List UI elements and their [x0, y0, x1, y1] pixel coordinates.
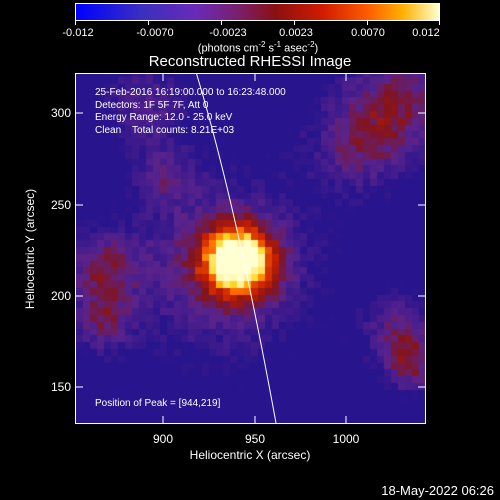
x-axis-label: Heliocentric X (arcsec): [189, 448, 311, 462]
time-range-label: 25-Feb-2016 16:19:00.000 to 16:23:48.000: [95, 87, 286, 98]
solar-limb-line: [196, 74, 277, 423]
limb-overlay: [196, 74, 277, 423]
y-tick-label: 200: [50, 289, 71, 303]
colorbar-label: 0.0070: [351, 27, 385, 39]
colorbar-label: -0.0023: [209, 27, 247, 39]
clean-counts-label: Clean Total counts: 8.21E+03: [95, 125, 235, 136]
y-tick-label: 300: [50, 106, 71, 120]
colorbar-tick: [221, 21, 222, 25]
x-tick-label: 900: [152, 432, 174, 446]
detectors-label: Detectors: 1F 5F 7F, Att 0: [95, 100, 209, 111]
energy-range-label: Energy Range: 12.0 - 25.0 keV: [95, 112, 233, 123]
colorbar-tick: [294, 21, 295, 25]
heatmap-image: [76, 74, 425, 423]
colorbar-units: (photons cm-2 s-1 asec-2): [197, 40, 319, 55]
y-tick-label: 250: [50, 198, 71, 212]
colorbar-label: -0.012: [62, 27, 94, 39]
colorbar-tick: [148, 21, 149, 25]
date-stamp: 18-May-2022 06:26: [381, 483, 494, 498]
peak-position-label: Position of Peak = [944,219]: [95, 398, 221, 409]
plot-title: Reconstructed RHESSI Image: [148, 53, 352, 70]
colorbar: [75, 3, 440, 21]
colorbar-tick: [75, 21, 76, 25]
y-axis-label: Heliocentric Y (arcsec): [23, 188, 37, 310]
plot-area: 25-Feb-2016 16:19:00.000 to 16:23:48.000…: [75, 73, 426, 424]
y-tick-label: 150: [50, 380, 71, 394]
x-tick-label: 1000: [332, 432, 360, 446]
colorbar-tick: [439, 21, 440, 25]
x-tick-label: 950: [244, 432, 266, 446]
colorbar-label: 0.0023: [279, 27, 313, 39]
colorbar-label: -0.0070: [136, 27, 174, 39]
colorbar-tick: [367, 21, 368, 25]
colorbar-label: 0.012: [412, 27, 440, 39]
